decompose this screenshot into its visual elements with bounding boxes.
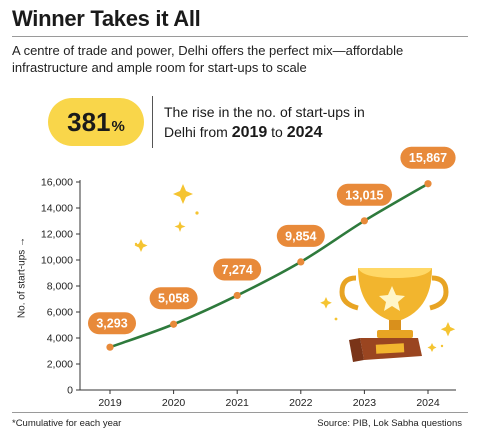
x-tick-label: 2019 [98,397,122,409]
y-tick-label: 2,000 [47,359,73,371]
y-tick-label: 4,000 [47,333,73,345]
highlight-text-to: to [267,124,287,140]
data-point [297,258,305,266]
chart-title: Winner Takes it All [12,6,201,31]
y-tick-label: 14,000 [41,203,73,215]
highlight-text-line2: Delhi from 2019 to 2024 [164,122,365,143]
data-label: 3,293 [96,317,127,331]
highlight-text-line1: The rise in the no. of start-ups in [164,104,365,120]
data-label: 5,058 [158,292,189,306]
data-label-pill [400,146,456,169]
data-point [233,291,241,300]
highlight-text: The rise in the no. of start-ups in Delh… [164,102,365,143]
data-label-pill [88,312,136,335]
y-tick-label: 10,000 [41,255,73,267]
x-tick-label: 2023 [353,397,377,409]
sparkle-icon [134,184,456,352]
data-label-pill [213,258,262,281]
highlight-divider [152,96,153,148]
data-point [360,217,368,225]
footer-divider [12,412,468,413]
highlight-year-to: 2024 [286,124,323,141]
data-label-pill [149,287,198,310]
highlight-stat-pill: 381 % [48,98,144,146]
y-tick-label: 8,000 [47,281,73,293]
y-tick-label: 16,000 [41,177,73,189]
data-label: 13,015 [345,188,383,202]
y-tick-label: 12,000 [41,229,73,241]
series-line [108,182,430,349]
x-tick-label: 2024 [416,397,440,409]
decorations [134,184,456,362]
highlight-unit: % [111,118,125,135]
data-label-pill [276,224,325,247]
title-divider [12,36,468,37]
x-tick-label: 2021 [226,397,250,409]
y-tick-label: 6,000 [47,307,73,319]
data-label-pill [336,183,392,206]
data-label: 15,867 [409,151,447,165]
source-note: Source: PIB, Lok Sabha questions [317,418,462,429]
data-point [106,343,114,351]
trophy-icon [339,268,449,362]
data-point [424,180,432,188]
highlight-year-from: 2019 [231,124,268,141]
y-tick-label: 0 [67,385,73,397]
data-label: 9,854 [285,229,316,243]
chart-subtitle: A centre of trade and power, Delhi offer… [12,43,404,75]
footnote: *Cumulative for each year [12,418,122,429]
highlight-value: 381 [67,107,111,137]
x-tick-label: 2020 [162,397,186,409]
x-tick-label: 2022 [289,397,313,409]
highlight-text-city: Delhi from [164,124,232,140]
data-point [170,320,178,328]
data-label: 7,274 [222,263,253,277]
